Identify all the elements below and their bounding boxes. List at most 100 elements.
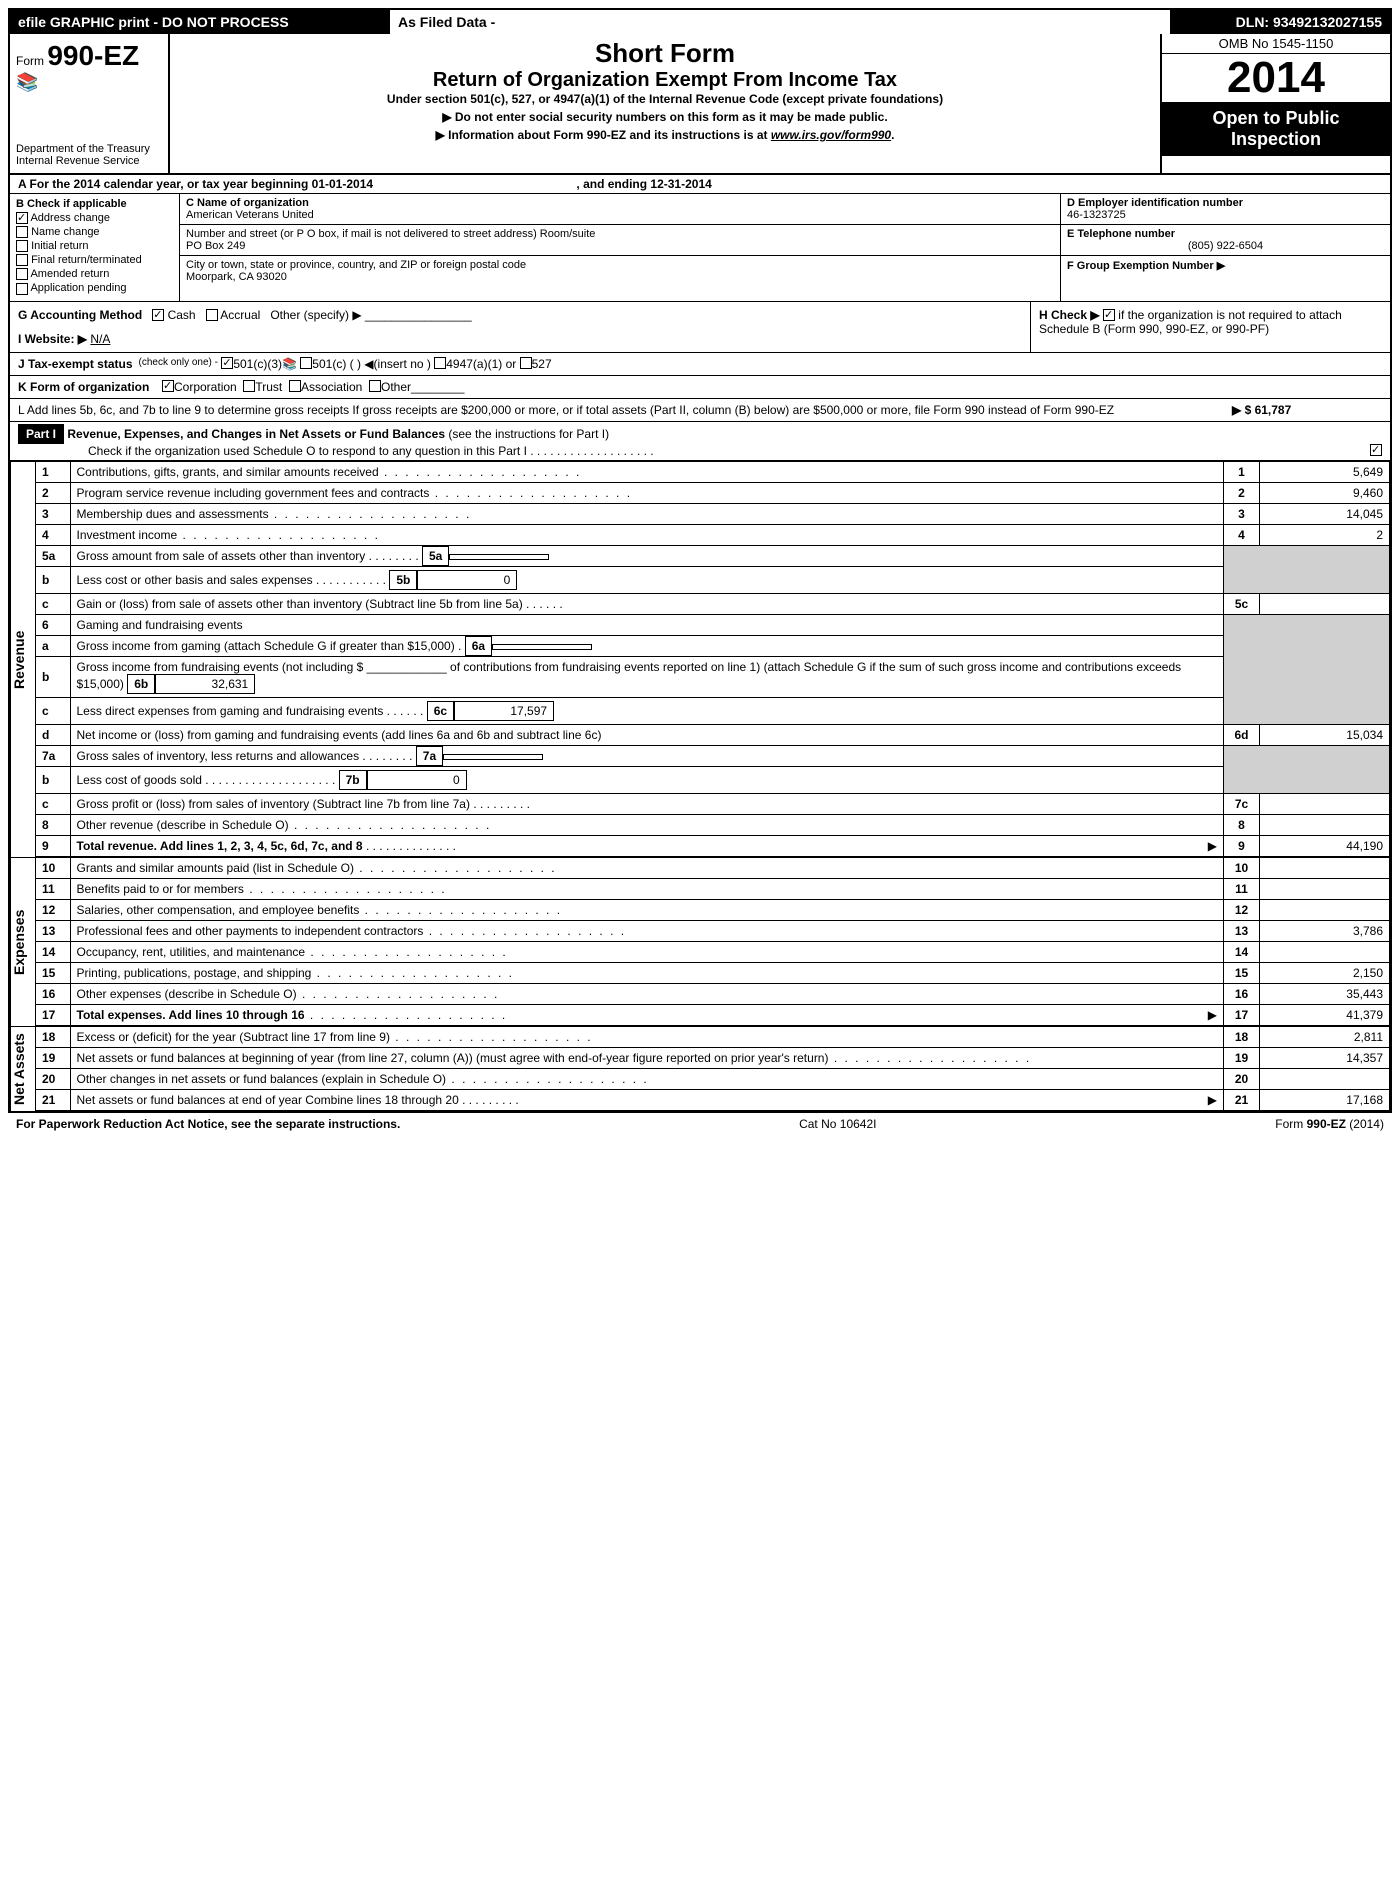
form-prefix: Form — [16, 54, 44, 68]
chk-501c3[interactable] — [221, 357, 233, 369]
form-number: 990-EZ — [47, 40, 139, 71]
omb-number: OMB No 1545-1150 — [1162, 34, 1390, 54]
section-c: C Name of organization American Veterans… — [180, 194, 1060, 301]
phone: (805) 922-6504 — [1067, 240, 1384, 252]
open-public: Open to Public Inspection — [1162, 102, 1390, 156]
subtitle: Under section 501(c), 527, or 4947(a)(1)… — [180, 92, 1150, 106]
tax-year: 2014 — [1162, 54, 1390, 102]
form-container: efile GRAPHIC print - DO NOT PROCESS As … — [8, 8, 1392, 1113]
dept1: Department of the Treasury — [16, 143, 162, 155]
chk-527[interactable] — [520, 357, 532, 369]
line-l: L Add lines 5b, 6c, and 7b to line 9 to … — [10, 399, 1390, 422]
table-row: 11Benefits paid to or for members11 — [36, 878, 1390, 899]
revenue-section: Revenue 1Contributions, gifts, grants, a… — [10, 461, 1390, 857]
main-title: Return of Organization Exempt From Incom… — [180, 69, 1150, 92]
chk-trust[interactable] — [243, 380, 255, 392]
table-row: 9Total revenue. Add lines 1, 2, 3, 4, 5c… — [36, 835, 1390, 856]
org-street: PO Box 249 — [186, 240, 1054, 252]
table-row: cGross profit or (loss) from sales of in… — [36, 793, 1390, 814]
table-row: bGross income from fundraising events (n… — [36, 656, 1390, 697]
org-name: American Veterans United — [186, 209, 1054, 221]
table-row: 14Occupancy, rent, utilities, and mainte… — [36, 941, 1390, 962]
table-row: 3Membership dues and assessments314,045 — [36, 503, 1390, 524]
table-row: 20Other changes in net assets or fund ba… — [36, 1068, 1390, 1089]
table-row: 5aGross amount from sale of assets other… — [36, 545, 1390, 566]
line-j: J Tax-exempt status (check only one) - 5… — [10, 353, 1390, 376]
section-gh: G Accounting Method Cash Accrual Other (… — [10, 302, 1390, 353]
org-city: Moorpark, CA 93020 — [186, 271, 1054, 283]
table-row: 19Net assets or fund balances at beginni… — [36, 1047, 1390, 1068]
short-form-title: Short Form — [180, 38, 1150, 69]
asfiled-label: As Filed Data - — [390, 10, 1170, 34]
section-def: D Employer identification number 46-1323… — [1060, 194, 1390, 301]
header-bar: efile GRAPHIC print - DO NOT PROCESS As … — [10, 10, 1390, 34]
chk-4947[interactable] — [434, 357, 446, 369]
chk-schedule-o[interactable] — [1370, 444, 1382, 456]
efile-label: efile GRAPHIC print - DO NOT PROCESS — [10, 10, 390, 34]
table-row: 2Program service revenue including gover… — [36, 482, 1390, 503]
expenses-label: Expenses — [10, 857, 36, 1026]
footer-right: Form 990-EZ (2014) — [1275, 1117, 1384, 1131]
table-row: 21Net assets or fund balances at end of … — [36, 1089, 1390, 1110]
dln-label: DLN: 93492132027155 — [1170, 10, 1390, 34]
table-row: cLess direct expenses from gaming and fu… — [36, 697, 1390, 724]
ein: 46-1323725 — [1067, 209, 1384, 221]
title-row: Form 990-EZ 📚 Department of the Treasury… — [10, 34, 1390, 175]
footer-left: For Paperwork Reduction Act Notice, see … — [16, 1117, 400, 1131]
section-bcdef: B Check if applicable Address change Nam… — [10, 194, 1390, 302]
chk-final-return[interactable]: Final return/terminated — [16, 254, 173, 266]
note2: ▶ Information about Form 990-EZ and its … — [180, 128, 1150, 142]
chk-accrual[interactable] — [206, 309, 218, 321]
table-row: 1Contributions, gifts, grants, and simil… — [36, 461, 1390, 482]
title-center: Short Form Return of Organization Exempt… — [170, 34, 1160, 173]
table-row: 6Gaming and fundraising events — [36, 614, 1390, 635]
expenses-section: Expenses 10Grants and similar amounts pa… — [10, 857, 1390, 1026]
website: N/A — [90, 332, 110, 346]
table-row: 8Other revenue (describe in Schedule O)8 — [36, 814, 1390, 835]
revenue-table: 1Contributions, gifts, grants, and simil… — [36, 461, 1390, 857]
expenses-table: 10Grants and similar amounts paid (list … — [36, 857, 1390, 1026]
table-row: bLess cost of goods sold . . . . . . . .… — [36, 766, 1390, 793]
form-number-box: Form 990-EZ 📚 Department of the Treasury… — [10, 34, 170, 173]
chk-amended-return[interactable]: Amended return — [16, 268, 173, 280]
dept2: Internal Revenue Service — [16, 155, 162, 167]
table-row: 12Salaries, other compensation, and empl… — [36, 899, 1390, 920]
table-row: 13Professional fees and other payments t… — [36, 920, 1390, 941]
table-row: 15Printing, publications, postage, and s… — [36, 962, 1390, 983]
group-exemption: F Group Exemption Number ▶ — [1067, 259, 1384, 272]
chk-address-change[interactable]: Address change — [16, 212, 173, 224]
revenue-label: Revenue — [10, 461, 36, 857]
table-row: 17Total expenses. Add lines 10 through 1… — [36, 1004, 1390, 1025]
table-row: 4Investment income42 — [36, 524, 1390, 545]
irs-link[interactable]: www.irs.gov/form990 — [771, 128, 891, 142]
part-i-header: Part I Revenue, Expenses, and Changes in… — [10, 422, 1390, 461]
chk-application-pending[interactable]: Application pending — [16, 282, 173, 294]
footer: For Paperwork Reduction Act Notice, see … — [8, 1113, 1392, 1135]
table-row: 10Grants and similar amounts paid (list … — [36, 857, 1390, 878]
section-b: B Check if applicable Address change Nam… — [10, 194, 180, 301]
table-row: bLess cost or other basis and sales expe… — [36, 566, 1390, 593]
title-right: OMB No 1545-1150 2014 Open to Public Ins… — [1160, 34, 1390, 173]
gross-receipts: ▶ $ 61,787 — [1232, 403, 1382, 417]
netassets-label: Net Assets — [10, 1026, 36, 1111]
table-row: 7aGross sales of inventory, less returns… — [36, 745, 1390, 766]
chk-cash[interactable] — [152, 309, 164, 321]
table-row: dNet income or (loss) from gaming and fu… — [36, 724, 1390, 745]
line-k: K Form of organization Corporation Trust… — [10, 376, 1390, 399]
netassets-table: 18Excess or (deficit) for the year (Subt… — [36, 1026, 1390, 1111]
chk-other-org[interactable] — [369, 380, 381, 392]
table-row: aGross income from gaming (attach Schedu… — [36, 635, 1390, 656]
chk-501c[interactable] — [300, 357, 312, 369]
chk-association[interactable] — [289, 380, 301, 392]
chk-schedule-b[interactable] — [1103, 309, 1115, 321]
netassets-section: Net Assets 18Excess or (deficit) for the… — [10, 1026, 1390, 1111]
note1: ▶ Do not enter social security numbers o… — [180, 110, 1150, 124]
chk-name-change[interactable]: Name change — [16, 226, 173, 238]
table-row: cGain or (loss) from sale of assets othe… — [36, 593, 1390, 614]
table-row: 16Other expenses (describe in Schedule O… — [36, 983, 1390, 1004]
chk-corporation[interactable] — [162, 380, 174, 392]
table-row: 18Excess or (deficit) for the year (Subt… — [36, 1026, 1390, 1047]
line-a: A For the 2014 calendar year, or tax yea… — [10, 175, 1390, 194]
footer-mid: Cat No 10642I — [799, 1117, 876, 1131]
chk-initial-return[interactable]: Initial return — [16, 240, 173, 252]
